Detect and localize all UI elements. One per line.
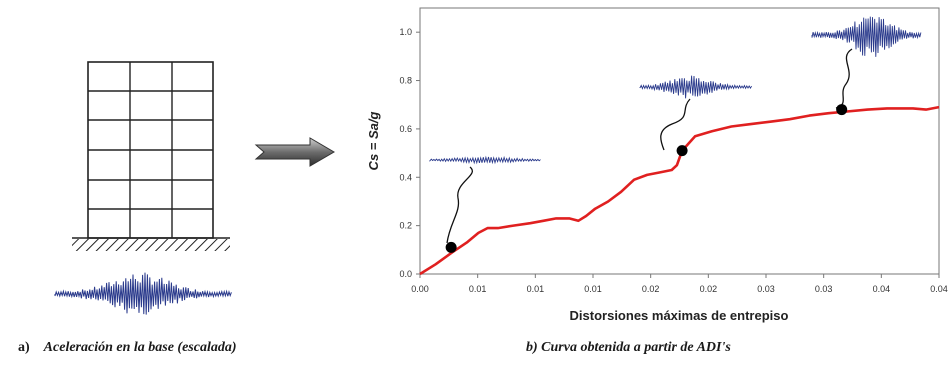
x-axis: 0.00 0.01 0.01 0.01 0.02 0.02 0.03 0.03 0.04 0.04: [411, 274, 948, 294]
plot-frame: [419, 7, 940, 275]
waveform-inset-high: [811, 16, 922, 57]
waveform-insets: [429, 16, 922, 165]
x-tick-label: 0.03: [757, 284, 775, 294]
y-tick-label: 0.4: [399, 172, 412, 182]
y-tick-label: 0.8: [399, 76, 412, 86]
y-tick-label: 0.6: [399, 124, 412, 134]
x-tick-label: 0.03: [815, 284, 833, 294]
capacity-curve: [419, 105, 940, 276]
curve-marker: [676, 145, 688, 157]
caption-a-letter: a): [18, 340, 30, 355]
x-tick-label: 0.00: [411, 284, 429, 294]
leader-lines: [446, 48, 853, 244]
y-tick-label: 0.0: [399, 269, 412, 279]
y-tick-label: 0.2: [399, 221, 412, 231]
transition-arrow: [254, 137, 335, 167]
caption-panel-b: b) Curva obtenida a partir de ADI's: [526, 340, 731, 355]
x-tick-label: 0.02: [642, 284, 660, 294]
caption-a-text: Aceleración en la base (escalada): [43, 340, 237, 355]
x-tick-label: 0.04: [873, 284, 891, 294]
y-axis: 0.0 0.2 0.4 0.6 0.8 1.0: [399, 27, 420, 279]
x-tick-label: 0.04: [930, 284, 948, 294]
caption-panel-a: a) Aceleración en la base (escalada): [18, 340, 237, 356]
hatched-ground: [72, 237, 230, 251]
waveform-inset-low: [429, 155, 541, 165]
y-tick-label: 1.0: [399, 27, 412, 37]
x-tick-label: 0.01: [469, 284, 487, 294]
curve-marker: [836, 104, 848, 116]
building-frame: [87, 61, 214, 239]
curve-markers: [445, 104, 848, 253]
curve-marker: [445, 241, 457, 253]
x-tick-label: 0.01: [584, 284, 602, 294]
chart-area: 0.00.20.40.60.81.0 0.00 0.01 0.01 0.01 0.02 0…: [366, 7, 948, 323]
waveform-inset-mid: [639, 75, 752, 99]
leader-line-mid: [660, 98, 691, 151]
leader-line-high: [835, 48, 853, 109]
x-tick-label: 0.02: [700, 284, 718, 294]
base-acceleration-waveform: [54, 272, 232, 315]
leader-line-low: [446, 166, 473, 244]
x-axis-label: Distorsiones máximas de entrepiso: [570, 308, 789, 323]
x-tick-label: 0.01: [527, 284, 545, 294]
y-axis-label: Cs = Sa/g: [366, 111, 381, 170]
